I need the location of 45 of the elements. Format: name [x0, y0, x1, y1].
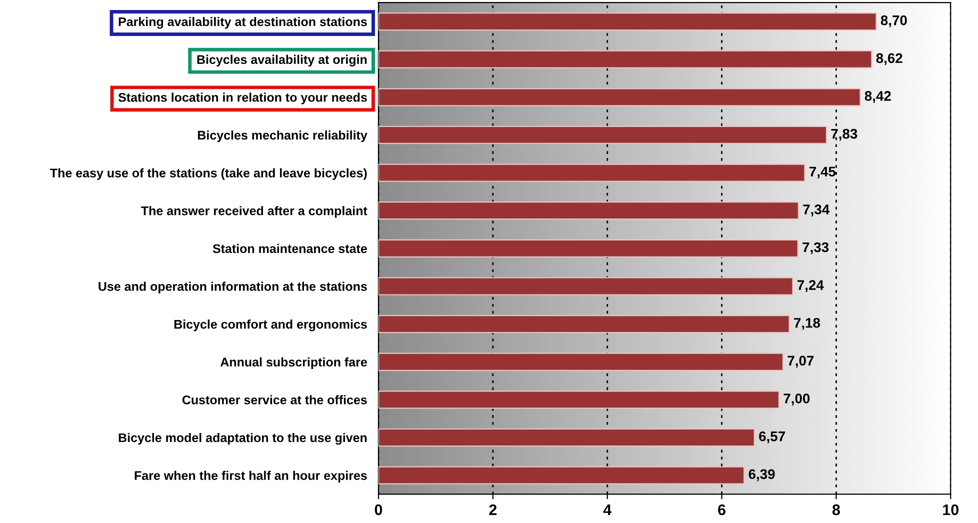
data-label: 6,57 — [759, 431, 785, 444]
data-label: 6,39 — [748, 469, 775, 482]
bar — [378, 126, 828, 144]
bar — [378, 390, 780, 409]
x-tick-label: 10 — [943, 504, 958, 516]
y-tick-label: The easy use of the stations (take and leave bicycles) — [50, 168, 367, 180]
y-tick-label: Bicycle model adaptation to the use given — [118, 432, 367, 445]
data-label: 8,62 — [876, 53, 902, 66]
y-tick-label: Station maintenance state — [212, 244, 367, 254]
x-tick-label: 6 — [718, 504, 726, 516]
data-label: 7,07 — [788, 356, 814, 368]
data-label: 7,45 — [809, 166, 836, 179]
bar — [378, 12, 877, 31]
y-tick-label: Bicycle comfort and ergonomics — [174, 320, 367, 332]
y-tick-label: Use and operation information at the stations — [98, 282, 367, 294]
y-tick-label: The answer received after a complaint — [141, 206, 368, 218]
x-tick-label: 4 — [603, 504, 612, 516]
bar — [378, 352, 784, 371]
data-label: 7,33 — [802, 242, 829, 254]
bar — [378, 239, 798, 258]
y-tick-label: Bicycles mechanic reliability — [198, 130, 368, 142]
y-tick-label: Stations location in relation to your needs — [118, 92, 367, 104]
bar — [378, 314, 790, 334]
data-label: 7,83 — [831, 128, 858, 141]
bar — [378, 50, 872, 68]
data-label: 7,34 — [803, 204, 830, 216]
y-tick-label: Annual subscription fare — [220, 357, 367, 369]
y-tick-label: Customer service at the offices — [182, 395, 367, 404]
data-label: 7,24 — [797, 280, 824, 292]
data-label: 7,00 — [784, 394, 810, 406]
data-label: 8,42 — [864, 91, 891, 103]
data-label: 7,18 — [794, 318, 820, 330]
y-tick-label: Fare when the first half an hour expires — [134, 470, 367, 482]
x-tick-label: 8 — [832, 504, 840, 516]
x-tick-label: 2 — [489, 504, 497, 516]
bar — [378, 277, 794, 296]
bar — [378, 202, 799, 220]
bar — [378, 466, 745, 484]
bar — [378, 88, 861, 106]
x-tick-label: 0 — [374, 504, 382, 516]
bar — [378, 428, 755, 447]
data-label: 8,70 — [880, 15, 907, 28]
y-tick-label: Parking availability at destination stations — [118, 16, 367, 29]
bar — [378, 164, 806, 182]
y-tick-label: Bicycles availability at origin — [197, 54, 367, 67]
